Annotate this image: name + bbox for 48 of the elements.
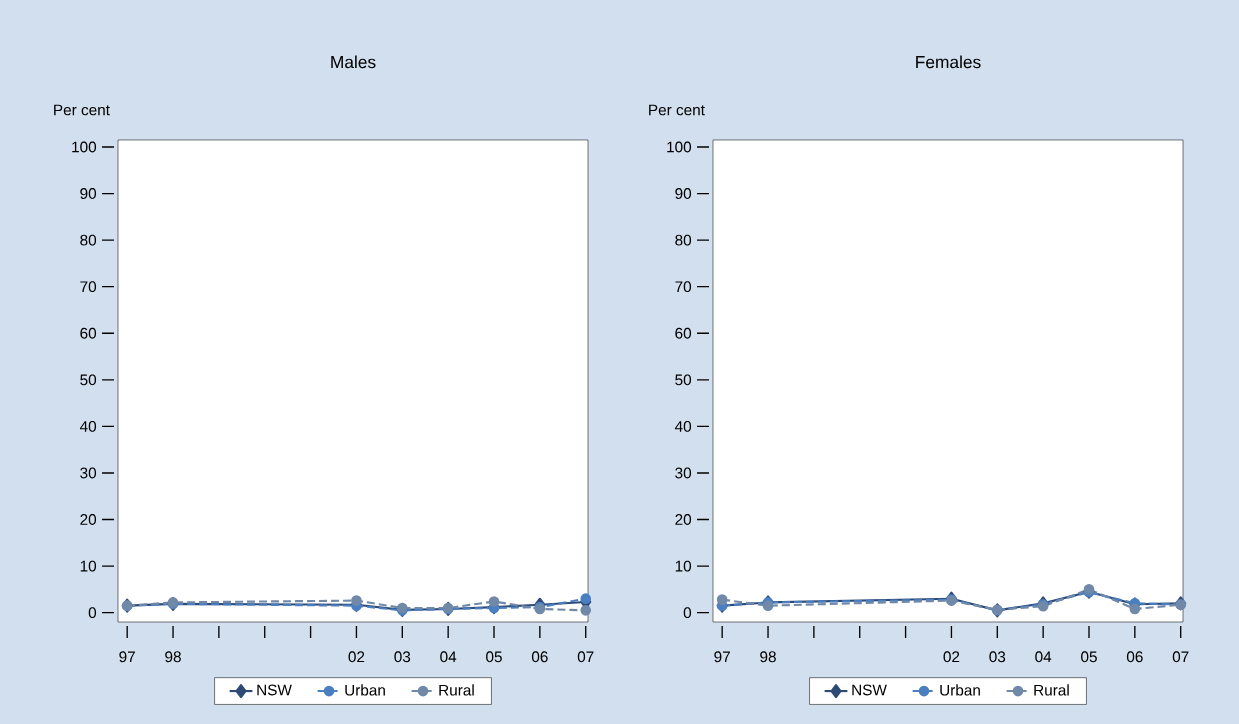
x-tick-label: 97 <box>119 651 135 663</box>
legend-label: Rural <box>1034 684 1069 696</box>
chart-title: Females <box>916 55 981 69</box>
y-tick-label: 10 <box>80 560 97 572</box>
x-tick-label: 98 <box>760 651 776 663</box>
y-tick-label: 10 <box>675 560 692 572</box>
chart-title: Males <box>331 55 376 69</box>
x-tick-label: 06 <box>1126 651 1143 663</box>
x-tick-label: 04 <box>440 651 457 663</box>
y-tick-label: 80 <box>675 234 692 246</box>
x-tick-label: 02 <box>348 651 365 663</box>
y-tick-label: 20 <box>675 514 692 525</box>
legend-label: Urban <box>345 684 385 696</box>
y-tick-label: 0 <box>88 607 97 619</box>
y-axis-title: Per cent <box>649 104 705 116</box>
x-tick-label: 06 <box>531 651 548 663</box>
y-axis-title: Per cent <box>54 104 110 116</box>
x-tick-label: 05 <box>486 651 502 663</box>
y-tick-label: 100 <box>667 141 692 153</box>
x-tick-label: 03 <box>989 651 1006 663</box>
x-tick-label: 07 <box>1172 651 1189 663</box>
y-tick-label: 50 <box>675 374 692 386</box>
y-tick-label: 0 <box>683 607 692 619</box>
y-tick-label: 50 <box>80 374 97 386</box>
y-tick-label: 30 <box>80 467 97 479</box>
x-tick-label: 07 <box>577 651 594 663</box>
y-tick-label: 90 <box>80 188 97 199</box>
y-tick-label: 80 <box>80 234 97 246</box>
y-tick-label: 90 <box>675 188 692 199</box>
legend-label: Urban <box>940 684 980 696</box>
x-tick-label: 04 <box>1035 651 1052 663</box>
y-tick-label: 30 <box>675 467 692 479</box>
x-tick-label: 03 <box>394 651 411 663</box>
legend-label: NSW <box>257 684 292 696</box>
x-tick-label: 98 <box>165 651 181 663</box>
legend-label: NSW <box>852 684 887 696</box>
x-tick-label: 97 <box>714 651 730 663</box>
x-tick-label: 05 <box>1081 651 1097 663</box>
y-tick-label: 100 <box>72 141 97 153</box>
y-tick-label: 60 <box>80 327 97 339</box>
y-tick-label: 40 <box>79 420 97 432</box>
legend-label: Rural <box>439 684 474 696</box>
y-tick-label: 70 <box>80 281 97 293</box>
y-tick-label: 60 <box>675 327 692 339</box>
y-tick-label: 70 <box>675 281 692 293</box>
x-tick-label: 02 <box>943 651 960 663</box>
y-tick-label: 20 <box>80 514 97 525</box>
y-tick-label: 40 <box>674 420 692 432</box>
